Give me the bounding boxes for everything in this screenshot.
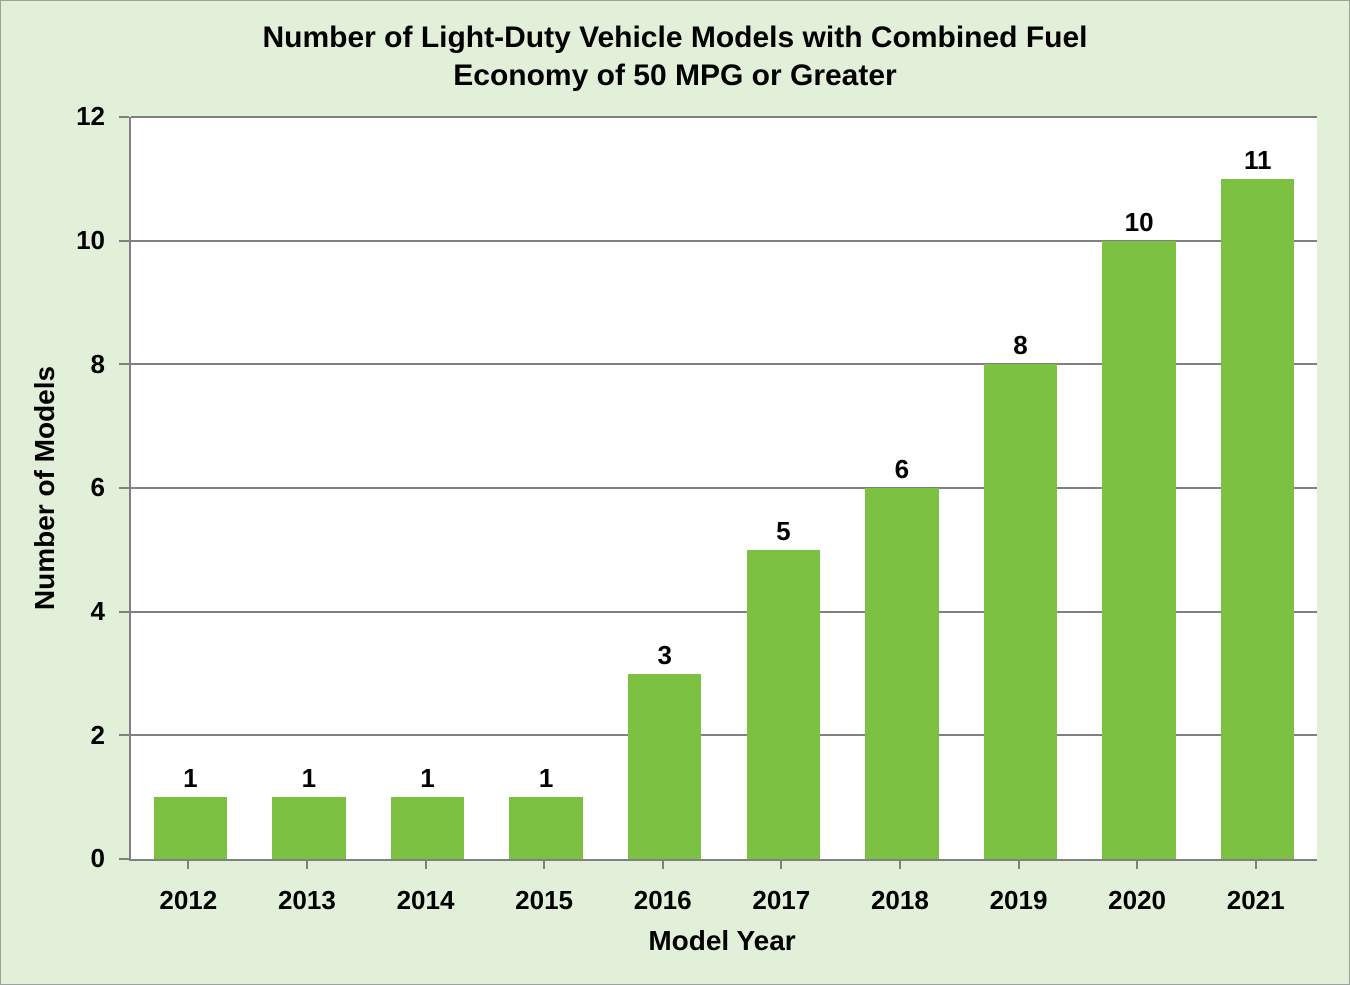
- y-tick-label: 2: [45, 720, 105, 751]
- bar-value-label: 1: [487, 763, 606, 794]
- y-tick-mark: [119, 734, 129, 736]
- y-tick-label: 10: [45, 225, 105, 256]
- bar: [984, 364, 1058, 859]
- bar-value-label: 3: [605, 640, 724, 671]
- x-tick-label: 2012: [129, 885, 248, 916]
- y-tick-mark: [119, 487, 129, 489]
- bar-value-label: 5: [724, 516, 843, 547]
- bar: [272, 797, 346, 859]
- x-tick-label: 2018: [841, 885, 960, 916]
- y-tick-label: 8: [45, 349, 105, 380]
- x-tick-label: 2021: [1196, 885, 1315, 916]
- bar-value-label: 1: [368, 763, 487, 794]
- x-tick-mark: [1136, 859, 1138, 869]
- x-tick-mark: [425, 859, 427, 869]
- y-tick-label: 12: [45, 101, 105, 132]
- bar: [154, 797, 228, 859]
- chart-title: Number of Light-Duty Vehicle Models with…: [1, 19, 1349, 94]
- y-tick-label: 4: [45, 596, 105, 627]
- x-tick-label: 2016: [603, 885, 722, 916]
- x-tick-mark: [662, 859, 664, 869]
- x-tick-label: 2017: [722, 885, 841, 916]
- x-tick-label: 2014: [366, 885, 485, 916]
- bar: [509, 797, 583, 859]
- bar: [865, 488, 939, 859]
- y-tick-mark: [119, 116, 129, 118]
- x-tick-mark: [306, 859, 308, 869]
- x-tick-label: 2019: [959, 885, 1078, 916]
- chart-container: Number of Light-Duty Vehicle Models with…: [0, 0, 1350, 985]
- bar: [628, 674, 702, 860]
- bar-value-label: 1: [250, 763, 369, 794]
- bar-value-label: 6: [843, 454, 962, 485]
- bar-value-label: 1: [131, 763, 250, 794]
- y-tick-mark: [119, 611, 129, 613]
- bar-value-label: 8: [961, 330, 1080, 361]
- y-tick-mark: [119, 240, 129, 242]
- x-tick-label: 2013: [248, 885, 367, 916]
- x-tick-mark: [1255, 859, 1257, 869]
- x-tick-mark: [899, 859, 901, 869]
- y-tick-label: 0: [45, 843, 105, 874]
- y-tick-mark: [119, 858, 129, 860]
- bar-value-label: 11: [1198, 145, 1317, 176]
- x-tick-mark: [1018, 859, 1020, 869]
- y-tick-mark: [119, 363, 129, 365]
- bar: [747, 550, 821, 859]
- x-tick-mark: [187, 859, 189, 869]
- bar: [1102, 241, 1176, 859]
- x-axis-label: Model Year: [129, 925, 1315, 957]
- bar: [391, 797, 465, 859]
- x-tick-label: 2020: [1078, 885, 1197, 916]
- bar: [1221, 179, 1295, 859]
- bar-value-label: 10: [1080, 207, 1199, 238]
- y-tick-label: 6: [45, 472, 105, 503]
- plot-area: 111135681011: [129, 117, 1317, 861]
- x-tick-mark: [543, 859, 545, 869]
- gridline: [131, 116, 1317, 118]
- x-tick-label: 2015: [485, 885, 604, 916]
- x-tick-mark: [780, 859, 782, 869]
